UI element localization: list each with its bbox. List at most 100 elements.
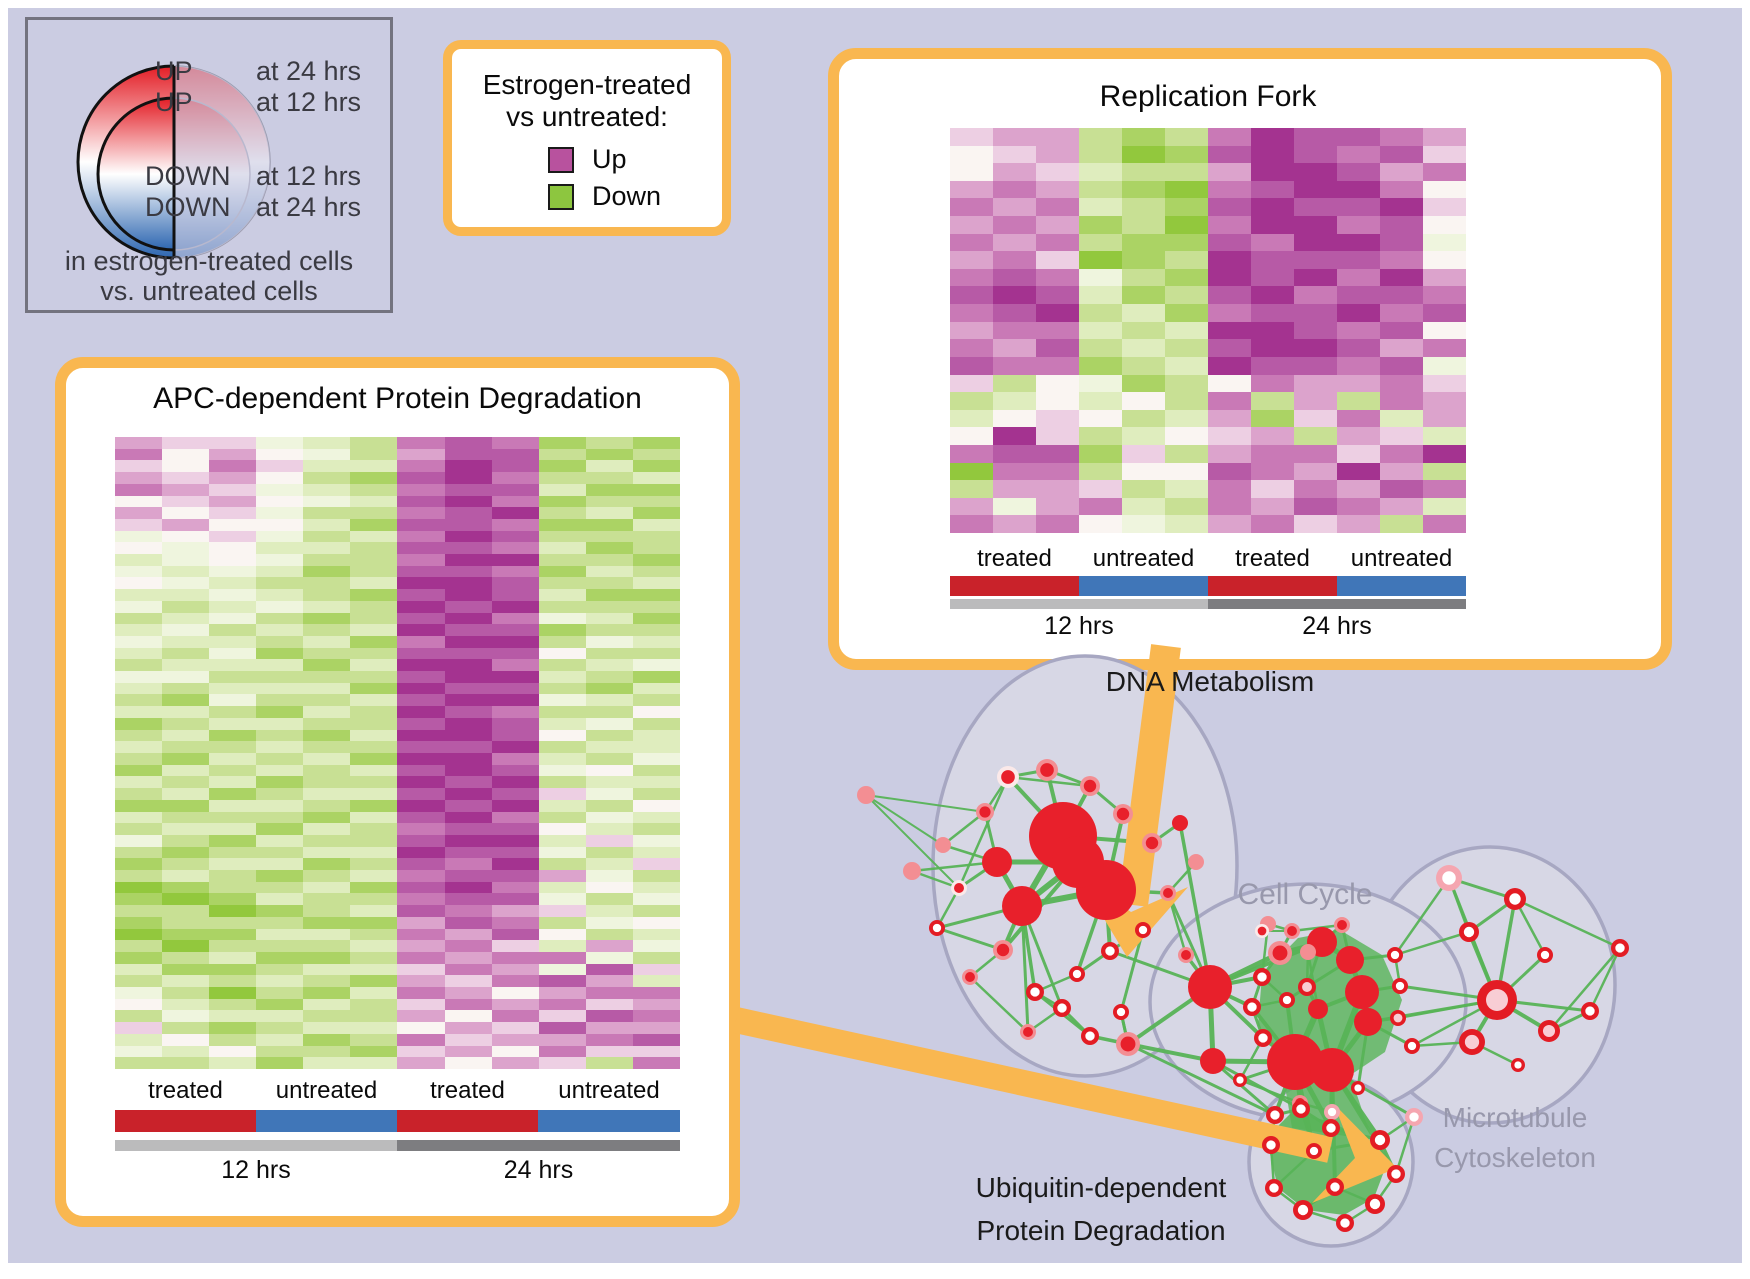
heatmap-cell (585, 928, 633, 941)
heatmap-cell (303, 776, 351, 789)
heatmap-cell (1079, 374, 1122, 393)
heatmap-cell (632, 1010, 680, 1023)
heatmap-cell (115, 940, 163, 952)
heatmap-cell (538, 612, 586, 625)
heatmap-cell (1079, 233, 1122, 252)
heatmap-cell (585, 940, 633, 952)
heatmap-cell (1251, 392, 1294, 410)
heatmap-cell (397, 565, 445, 578)
heatmap-cell (950, 198, 993, 217)
heatmap-cell (397, 963, 445, 976)
heatmap-cell (303, 507, 351, 519)
heatmap-cell (303, 893, 351, 906)
heatmap-cell (538, 741, 586, 753)
heatmap-cell (162, 682, 210, 695)
heatmap-cell (538, 635, 586, 648)
apc-group-label-4: untreated (558, 1077, 660, 1104)
heatmap-cell (350, 612, 398, 625)
heatmap-cell (585, 776, 633, 789)
heatmap-cell (1380, 198, 1423, 217)
heatmap-cell (1036, 233, 1079, 252)
gene-node-core (1330, 1182, 1340, 1192)
heatmap-cell (585, 495, 633, 508)
network-edge (1212, 1059, 1276, 1117)
heatmap-cell (1079, 427, 1122, 445)
gene-node-core (996, 943, 1010, 957)
heatmap-cell (1380, 427, 1423, 445)
heatmap-cell (350, 518, 398, 531)
heatmap-cell (397, 437, 445, 449)
heatmap-cell (491, 717, 539, 730)
heatmap-cell (1165, 392, 1208, 410)
heatmap-cell (1294, 233, 1337, 252)
heatmap-cell (115, 635, 163, 648)
heatmap-cell (538, 507, 586, 519)
heatmap-cell (632, 940, 680, 952)
heatmap-cell (444, 682, 492, 695)
heatmap-cell (1122, 321, 1165, 340)
heatmap-cell (444, 542, 492, 555)
heatmap-cell (1337, 145, 1380, 164)
heatmap-cell (1423, 356, 1466, 375)
heatmap-cell (162, 928, 210, 941)
gene-node-core (1514, 1061, 1522, 1069)
heatmap-cell (444, 963, 492, 976)
heatmap-cell (1380, 374, 1423, 393)
heatmap-cell (303, 881, 351, 894)
heatmap-cell (115, 870, 163, 882)
heatmap-cell (1380, 145, 1423, 164)
gene-node-core (1463, 926, 1475, 938)
heatmap-cell (1122, 268, 1165, 287)
heatmap-cell (585, 823, 633, 835)
heatmap-cell (303, 764, 351, 777)
heatmap-cell (491, 495, 539, 508)
heatmap-cell (162, 671, 210, 683)
heatmap-cell (993, 286, 1036, 305)
heatmap-cell (1337, 497, 1380, 516)
heatmap-cell (303, 998, 351, 1011)
heatmap-cell (993, 374, 1036, 393)
heatmap-cell (209, 951, 257, 964)
heatmap-cell (256, 694, 304, 707)
heatmap-cell (1165, 216, 1208, 234)
heatmap-cell (444, 624, 492, 636)
heatmap-cell (209, 495, 257, 508)
heatmap-cell (256, 437, 304, 449)
heatmap-cell (1294, 339, 1337, 357)
gene-node-pink (1188, 854, 1204, 870)
gene-node-core (1266, 1140, 1276, 1150)
network-edge (1127, 1042, 1214, 1063)
heatmap-cell (1208, 409, 1251, 428)
heatmap-cell (491, 811, 539, 824)
heatmap-cell (115, 987, 163, 999)
network-edge (969, 976, 1029, 1033)
heatmap-cell (256, 811, 304, 824)
heatmap-cell (585, 682, 633, 695)
heatmap-cell (1380, 409, 1423, 428)
rep-12hr-label: 12 hrs (1044, 612, 1114, 640)
heatmap-cell (209, 776, 257, 789)
heatmap-cell (1122, 497, 1165, 516)
heatmap-cell (1165, 497, 1208, 516)
heatmap-cell (303, 577, 351, 590)
heatmap-cell (1036, 392, 1079, 410)
heatmap-cell (256, 858, 304, 871)
heatmap-cell (1122, 339, 1165, 357)
heatmap-cell (1294, 180, 1337, 199)
heatmap-cell (1208, 216, 1251, 234)
gene-node-core (1116, 807, 1130, 821)
network-edge (1239, 1078, 1301, 1105)
heatmap-cell (256, 823, 304, 835)
heatmap-cell (1251, 286, 1294, 305)
network-edge (1514, 897, 1621, 950)
legend-dir-up-12: UP (155, 87, 193, 117)
heatmap-cell (209, 577, 257, 590)
heatmap-cell (491, 893, 539, 906)
heatmap-cell (209, 881, 257, 894)
apc-24hr-label: 24 hrs (503, 1156, 574, 1184)
up-color-swatch (548, 147, 574, 173)
heatmap-cell (115, 811, 163, 824)
heatmap-cell (1380, 444, 1423, 463)
heatmap-cell (993, 198, 1036, 217)
heatmap-cell (1251, 268, 1294, 287)
